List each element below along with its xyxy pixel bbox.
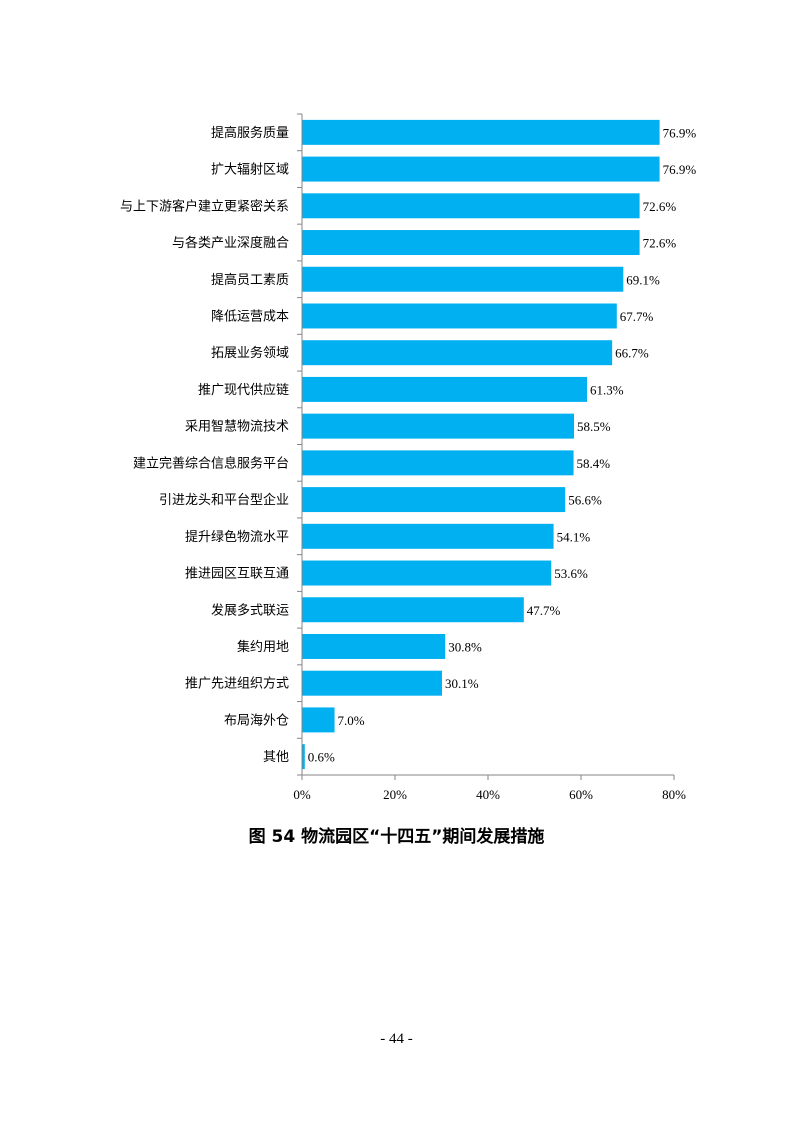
bar — [302, 670, 442, 696]
x-tick-label: 0% — [293, 787, 311, 802]
category-label: 提高员工素质 — [211, 272, 289, 288]
bar — [302, 376, 588, 402]
data-label: 67.7% — [620, 309, 654, 324]
category-label: 布局海外仓 — [224, 713, 289, 728]
data-label: 58.4% — [577, 456, 611, 471]
bar — [302, 487, 566, 513]
data-label: 47.7% — [527, 603, 561, 618]
bar — [302, 413, 575, 439]
x-tick-label: 60% — [569, 787, 593, 802]
x-tick-label: 20% — [383, 787, 407, 802]
category-label: 建立完善综合信息服务平台 — [133, 455, 289, 471]
bar — [302, 450, 574, 476]
figure-caption: 图 54 物流园区“十四五”期间发展措施 — [248, 827, 545, 847]
category-label: 其他 — [263, 750, 289, 765]
data-label: 72.6% — [643, 236, 677, 251]
category-label: 扩大辐射区域 — [211, 162, 289, 178]
x-tick-label: 40% — [476, 787, 500, 802]
data-label: 58.5% — [577, 419, 611, 434]
data-label: 54.1% — [557, 529, 591, 544]
bar — [302, 156, 660, 182]
data-label: 72.6% — [643, 199, 677, 214]
category-label: 引进龙头和平台型企业 — [159, 492, 289, 508]
bar — [302, 230, 640, 256]
data-label: 56.6% — [568, 493, 602, 508]
data-label: 7.0% — [338, 713, 365, 728]
category-label: 拓展业务领域 — [211, 345, 289, 361]
category-label: 采用智慧物流技术 — [185, 419, 289, 435]
data-label: 76.9% — [663, 162, 697, 177]
bar — [302, 340, 613, 366]
category-label: 降低运营成本 — [211, 309, 289, 324]
bar — [302, 707, 335, 733]
bar — [302, 744, 305, 770]
bar — [302, 193, 640, 219]
data-label: 30.8% — [448, 639, 482, 654]
data-label: 61.3% — [590, 382, 624, 397]
category-label: 集约用地 — [237, 639, 289, 655]
data-label: 53.6% — [554, 566, 588, 581]
bar — [302, 523, 554, 549]
category-label: 推广现代供应链 — [198, 382, 289, 398]
bar — [302, 560, 552, 586]
category-label: 推进园区互联互通 — [185, 567, 289, 582]
data-label: 66.7% — [615, 346, 649, 361]
data-label: 30.1% — [445, 676, 479, 691]
bar — [302, 119, 660, 145]
category-label: 提升绿色物流水平 — [185, 529, 289, 545]
page-number: - 44 - — [380, 1031, 413, 1047]
category-label: 与上下游客户建立更紧密关系 — [120, 198, 289, 214]
x-tick-label: 80% — [662, 787, 686, 802]
category-label: 提高服务质量 — [211, 125, 289, 141]
data-label: 0.6% — [308, 750, 335, 765]
data-label: 76.9% — [663, 125, 697, 140]
category-label: 发展多式联运 — [211, 602, 289, 618]
bar — [302, 303, 617, 329]
category-label: 与各类产业深度融合 — [172, 235, 289, 251]
bar — [302, 633, 446, 659]
data-label: 69.1% — [626, 272, 660, 287]
bar — [302, 597, 524, 623]
category-label: 推广先进组织方式 — [185, 676, 289, 692]
bar — [302, 266, 624, 292]
